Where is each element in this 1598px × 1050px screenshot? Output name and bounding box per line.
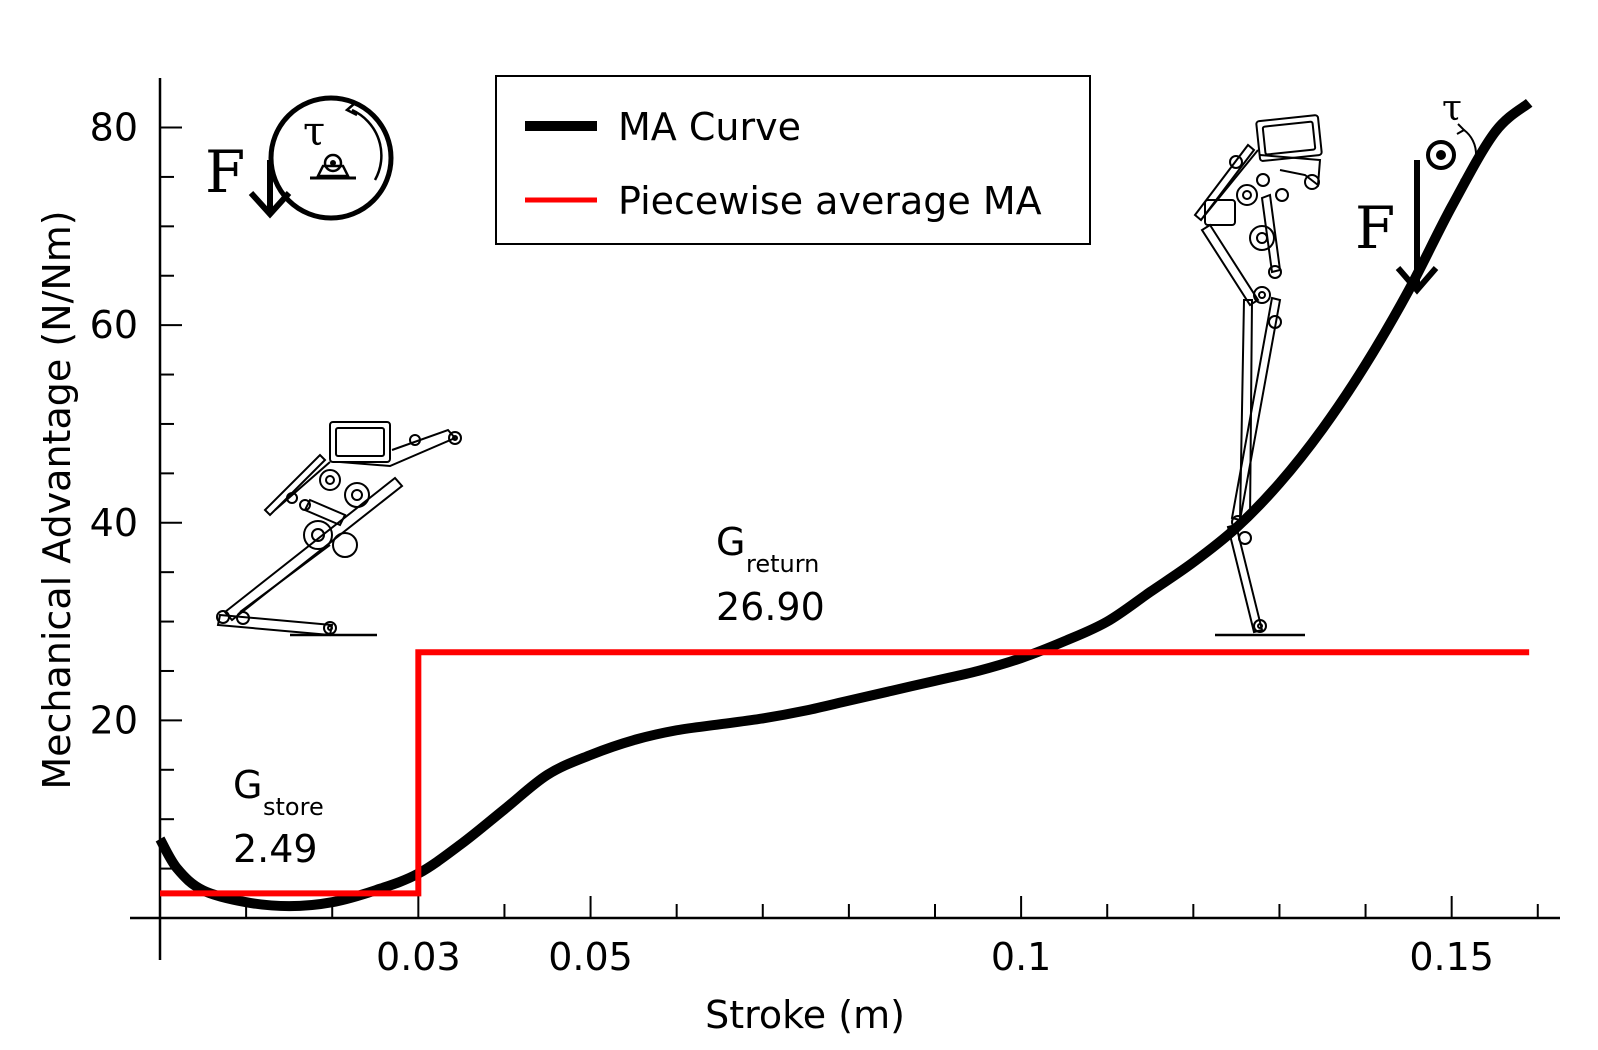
g-return-annotation: G return 26.90 xyxy=(716,520,825,629)
g-return-value: 26.90 xyxy=(716,585,825,629)
extended-force-torque-icon: F τ xyxy=(1355,88,1478,295)
crouched-force-torque-icon: F τ xyxy=(205,95,394,221)
legend: MA Curve Piecewise average MA xyxy=(495,75,1091,245)
x-tick-labels: 0.03 0.05 0.1 0.15 xyxy=(376,935,1494,979)
legend-label-ma-curve: MA Curve xyxy=(618,105,801,149)
crouched-leg-drawing xyxy=(216,421,462,637)
series-layer xyxy=(155,98,1533,912)
x-tick-label: 0.05 xyxy=(548,935,633,979)
legend-label-piecewise: Piecewise average MA xyxy=(618,179,1042,223)
extended-leg-drawing xyxy=(1193,114,1323,637)
g-return-subscript: return xyxy=(746,550,819,578)
y-axis-title: Mechanical Advantage (N/Nm) xyxy=(35,210,79,789)
y-tick-label: 80 xyxy=(90,106,138,150)
y-tick-label: 40 xyxy=(90,501,138,545)
x-tick-label: 0.15 xyxy=(1409,935,1494,979)
x-tick-label: 0.03 xyxy=(376,935,461,979)
g-return-label: G xyxy=(716,520,745,564)
g-store-subscript: store xyxy=(263,793,324,821)
torque-label-left: τ xyxy=(303,109,325,155)
legend-box xyxy=(495,75,1091,245)
force-label-right: F xyxy=(1355,194,1395,262)
torque-label-right: τ xyxy=(1442,88,1462,129)
x-tick-label: 0.1 xyxy=(991,935,1051,979)
series-piecewise-average xyxy=(160,649,1530,897)
y-tick-labels: 20 40 60 80 xyxy=(90,106,138,743)
x-axis-title: Stroke (m) xyxy=(705,993,905,1037)
force-label-left: F xyxy=(205,138,245,206)
g-store-annotation: G store 2.49 xyxy=(233,763,324,871)
g-store-value: 2.49 xyxy=(233,827,318,871)
y-tick-label: 20 xyxy=(90,698,138,742)
g-store-label: G xyxy=(233,763,262,807)
y-ticks xyxy=(160,126,182,870)
y-tick-label: 60 xyxy=(90,303,138,347)
x-ticks xyxy=(245,896,1539,918)
